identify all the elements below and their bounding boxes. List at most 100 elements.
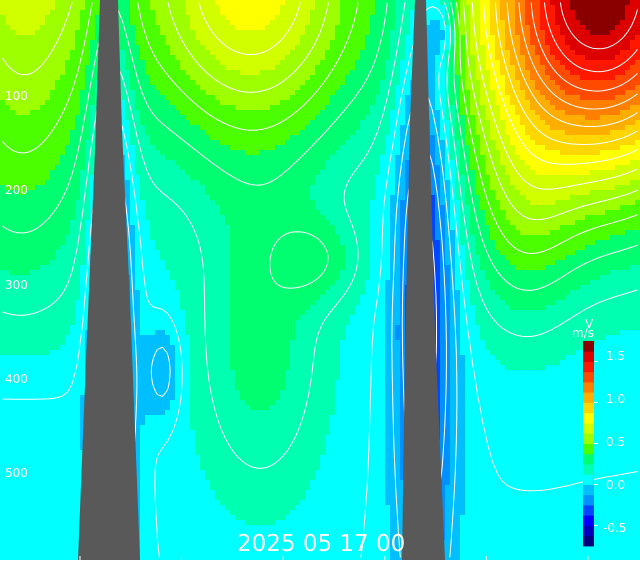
field-cell [485, 125, 491, 131]
field-cell [265, 25, 271, 31]
field-cell [150, 65, 156, 71]
field-cell [620, 190, 626, 196]
field-cell [255, 165, 261, 171]
field-cell [235, 105, 241, 111]
field-cell [285, 180, 291, 186]
field-cell [170, 185, 176, 191]
field-cell [335, 135, 341, 141]
field-cell [185, 150, 191, 156]
field-cell [20, 195, 26, 201]
field-cell [305, 190, 311, 196]
field-cell [70, 145, 76, 151]
field-cell [75, 80, 81, 86]
field-cell [620, 10, 626, 16]
field-cell [35, 145, 41, 151]
field-cell [55, 100, 61, 106]
field-cell [145, 80, 151, 86]
field-cell [600, 115, 606, 121]
field-cell [90, 180, 96, 186]
field-cell [270, 185, 276, 191]
field-cell [300, 140, 306, 146]
field-cell [510, 0, 516, 6]
field-cell [550, 25, 556, 31]
field-cell [75, 155, 81, 161]
field-cell [250, 190, 256, 196]
field-cell [230, 105, 236, 111]
field-cell [300, 80, 306, 86]
field-cell [320, 130, 326, 136]
field-cell [55, 0, 61, 6]
field-cell [565, 55, 571, 61]
field-cell [485, 110, 491, 116]
field-cell [15, 90, 21, 96]
field-cell [70, 55, 76, 61]
field-cell [25, 105, 31, 111]
field-cell [230, 130, 236, 136]
field-cell [440, 130, 446, 136]
field-cell [25, 25, 31, 31]
field-cell [585, 75, 591, 81]
field-cell [465, 105, 471, 111]
field-cell [190, 100, 196, 106]
field-cell [490, 75, 496, 81]
field-cell [535, 30, 541, 36]
field-cell [355, 110, 361, 116]
field-cell [250, 25, 256, 31]
field-cell [505, 15, 511, 21]
field-cell [80, 95, 86, 101]
field-cell [575, 95, 581, 101]
field-cell [530, 170, 536, 176]
field-cell [445, 145, 451, 151]
field-cell [150, 115, 156, 121]
field-cell [240, 40, 246, 46]
field-cell [210, 40, 216, 46]
field-cell [375, 110, 381, 116]
field-cell [165, 145, 171, 151]
field-cell [120, 25, 126, 31]
field-cell [75, 115, 81, 121]
field-cell [550, 125, 556, 131]
field-cell [580, 15, 586, 21]
field-cell [535, 135, 541, 141]
field-cell [635, 95, 640, 101]
field-cell [525, 60, 531, 66]
field-cell [540, 60, 546, 66]
field-cell [60, 80, 66, 86]
field-cell [30, 100, 36, 106]
field-cell [55, 175, 61, 181]
field-cell [70, 70, 76, 76]
field-cell [180, 130, 186, 136]
field-cell [300, 30, 306, 36]
field-cell [530, 70, 536, 76]
field-cell [635, 50, 640, 56]
field-cell [290, 80, 296, 86]
field-cell [255, 40, 261, 46]
field-cell [525, 75, 531, 81]
field-cell [50, 110, 56, 116]
field-cell [240, 50, 246, 56]
field-cell [460, 30, 466, 36]
field-cell [480, 50, 486, 56]
field-cell [5, 155, 11, 161]
field-cell [15, 0, 21, 6]
field-cell [625, 120, 631, 126]
field-cell [295, 145, 301, 151]
field-cell [630, 40, 636, 46]
field-cell [335, 10, 341, 16]
field-cell [15, 65, 21, 71]
field-cell [240, 150, 246, 156]
field-cell [240, 30, 246, 36]
field-cell [290, 15, 296, 21]
field-cell [30, 135, 36, 141]
field-cell [535, 120, 541, 126]
field-cell [490, 35, 496, 41]
field-cell [620, 150, 626, 156]
field-cell [395, 5, 401, 11]
field-cell [610, 185, 616, 191]
field-cell [625, 140, 631, 146]
field-cell [570, 35, 576, 41]
field-cell [625, 190, 631, 196]
field-cell [180, 160, 186, 166]
field-cell [630, 110, 636, 116]
field-cell [560, 135, 566, 141]
